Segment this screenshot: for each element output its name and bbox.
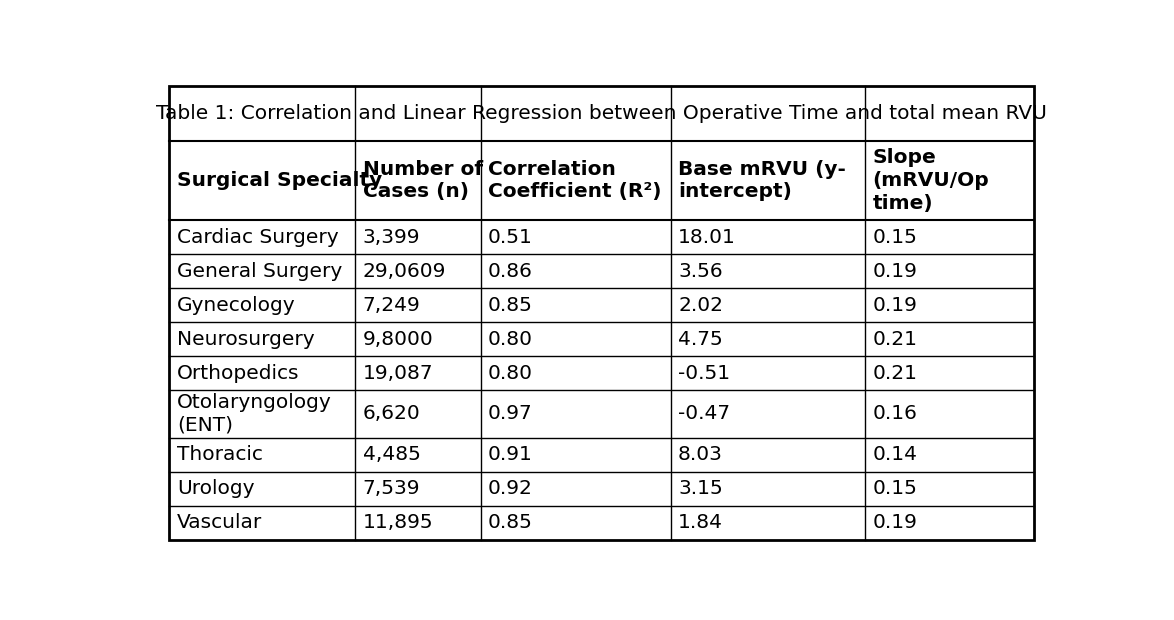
Text: Orthopedics: Orthopedics [177, 363, 299, 383]
Text: 0.14: 0.14 [872, 445, 918, 464]
Text: 0.85: 0.85 [488, 296, 533, 314]
Text: 3,399: 3,399 [363, 228, 420, 247]
Text: Cardiac Surgery: Cardiac Surgery [177, 228, 338, 247]
Text: Surgical Specialty: Surgical Specialty [177, 171, 382, 190]
Text: 3.15: 3.15 [679, 479, 723, 498]
Text: 0.51: 0.51 [488, 228, 533, 247]
Text: Correlation
Coefficient (R²): Correlation Coefficient (R²) [488, 160, 661, 202]
Text: Urology: Urology [177, 479, 255, 498]
Text: 0.21: 0.21 [872, 330, 918, 348]
Text: 0.21: 0.21 [872, 363, 918, 383]
Text: 0.16: 0.16 [872, 404, 917, 423]
Text: General Surgery: General Surgery [177, 262, 342, 280]
Text: 0.85: 0.85 [488, 513, 533, 533]
Text: 6,620: 6,620 [363, 404, 420, 423]
Text: 0.15: 0.15 [872, 228, 917, 247]
Text: 0.80: 0.80 [488, 363, 533, 383]
Text: 0.86: 0.86 [488, 262, 533, 280]
Text: 8.03: 8.03 [679, 445, 723, 464]
Text: Base mRVU (y-
intercept): Base mRVU (y- intercept) [679, 160, 846, 202]
Text: 0.92: 0.92 [488, 479, 533, 498]
Text: 0.97: 0.97 [488, 404, 533, 423]
Text: 1.84: 1.84 [679, 513, 723, 533]
Text: 19,087: 19,087 [363, 363, 433, 383]
Text: 0.19: 0.19 [872, 513, 917, 533]
Text: 0.91: 0.91 [488, 445, 533, 464]
Text: 0.19: 0.19 [872, 296, 917, 314]
Text: 11,895: 11,895 [363, 513, 433, 533]
Text: Table 1: Correlation and Linear Regression between Operative Time and total mean: Table 1: Correlation and Linear Regressi… [156, 104, 1047, 123]
Text: Thoracic: Thoracic [177, 445, 263, 464]
Text: 7,249: 7,249 [363, 296, 420, 314]
Text: Otolaryngology
(ENT): Otolaryngology (ENT) [177, 393, 331, 435]
Text: 0.15: 0.15 [872, 479, 917, 498]
Text: Neurosurgery: Neurosurgery [177, 330, 315, 348]
Text: 9,8000: 9,8000 [363, 330, 433, 348]
Text: 7,539: 7,539 [363, 479, 420, 498]
Text: 0.80: 0.80 [488, 330, 533, 348]
Text: Gynecology: Gynecology [177, 296, 296, 314]
Text: Slope
(mRVU/Op
time): Slope (mRVU/Op time) [872, 148, 990, 213]
Text: 4,485: 4,485 [363, 445, 420, 464]
Text: 3.56: 3.56 [679, 262, 723, 280]
Text: Number of
Cases (n): Number of Cases (n) [363, 160, 483, 202]
Text: 2.02: 2.02 [679, 296, 723, 314]
Text: 18.01: 18.01 [679, 228, 736, 247]
Text: 0.19: 0.19 [872, 262, 917, 280]
Text: Vascular: Vascular [177, 513, 262, 533]
Text: -0.47: -0.47 [679, 404, 730, 423]
Text: -0.51: -0.51 [679, 363, 730, 383]
Text: 29,0609: 29,0609 [363, 262, 446, 280]
Text: 4.75: 4.75 [679, 330, 723, 348]
